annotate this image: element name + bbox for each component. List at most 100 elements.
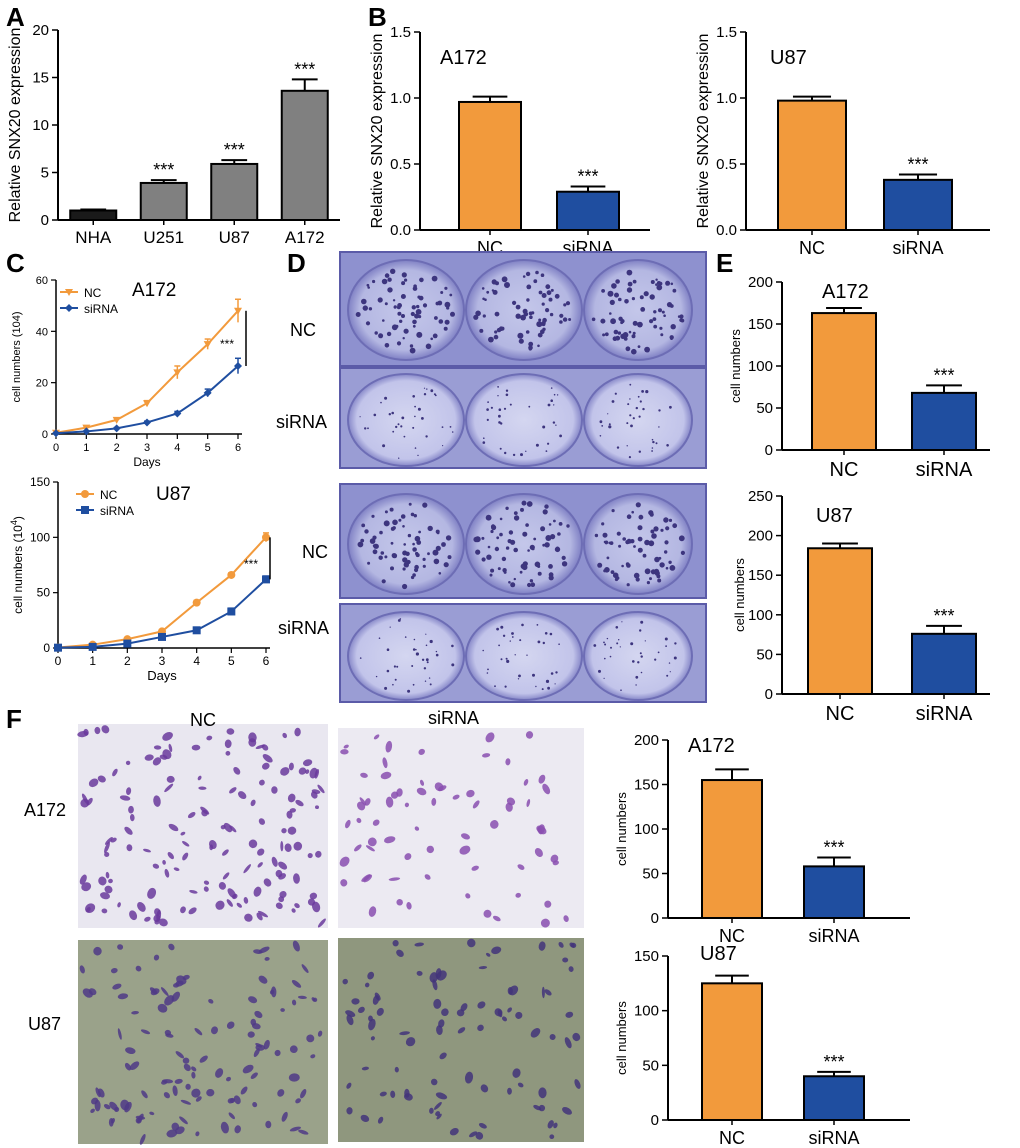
colony-dot (392, 430, 395, 433)
colony-dot (435, 545, 441, 551)
stained-cell (435, 1092, 448, 1100)
stained-cell (77, 731, 89, 738)
colony-dot (418, 530, 421, 534)
stained-cell (460, 1003, 468, 1012)
bar (803, 865, 865, 920)
colony-dot (391, 411, 395, 415)
colony-dot (664, 550, 668, 554)
colony-dot (618, 639, 620, 641)
colony-dot (562, 317, 568, 322)
colony-dot (486, 672, 489, 674)
stained-cell (429, 972, 438, 983)
stained-cell (396, 949, 404, 957)
data-point (234, 307, 242, 315)
y-axis-label: cell numbers (104) (9, 516, 25, 614)
stained-cell (117, 1028, 122, 1040)
stained-cell (135, 1115, 146, 1120)
colony-dot (619, 646, 621, 648)
stained-cell (525, 731, 534, 739)
stained-cell (203, 880, 210, 885)
colony-dot (380, 401, 382, 404)
series-line-nc (55, 310, 239, 434)
stained-cell (131, 1010, 139, 1015)
colony-dot (653, 324, 658, 329)
colony-dot (364, 427, 367, 430)
stained-cell (191, 1066, 197, 1072)
colony-dot (444, 286, 448, 290)
colony-dot (616, 446, 620, 449)
colony-dot (490, 568, 495, 573)
colony-dot (403, 543, 407, 546)
colony-dot (597, 564, 601, 567)
stained-cell (471, 865, 479, 871)
stained-cell (281, 828, 287, 834)
colony-dot (491, 524, 497, 531)
stained-cell (247, 1031, 255, 1038)
colony-dot (548, 297, 553, 302)
colony-dot (663, 314, 666, 318)
stained-cell (117, 944, 124, 950)
colony-dot (413, 514, 417, 518)
stained-cell (248, 996, 258, 1004)
stained-cell (360, 1114, 370, 1122)
stained-cell (236, 902, 242, 908)
legend-label: NC (100, 488, 118, 502)
stained-cell (263, 1039, 270, 1050)
colony-dot (487, 545, 491, 549)
colony-dot (500, 422, 503, 425)
colony-dot (527, 549, 530, 552)
colony-dot (388, 413, 391, 416)
colony-dot (622, 332, 629, 338)
stained-cell (195, 1096, 202, 1102)
colony-dot (632, 279, 637, 284)
stained-cell (530, 1028, 541, 1038)
colony-dot (390, 566, 394, 571)
stained-cell (340, 749, 349, 755)
colony-dot (542, 509, 548, 515)
colony-dot (518, 338, 524, 344)
stained-cell (295, 799, 304, 807)
stained-cell (294, 903, 300, 909)
stained-cell (220, 1121, 229, 1134)
stained-cell (244, 913, 253, 922)
y-tick-label: 150 (634, 948, 659, 965)
stained-cell (472, 800, 480, 809)
data-point (262, 575, 270, 584)
colony-dot (414, 447, 417, 449)
stained-cell (194, 1027, 203, 1036)
colony-dot (626, 514, 632, 519)
colony-dot (504, 282, 510, 288)
stained-cell (112, 768, 118, 777)
stained-cell (507, 1087, 512, 1095)
stained-cell (388, 877, 401, 881)
colony-dot (430, 337, 434, 341)
colony-dot (508, 530, 514, 535)
stained-cell (156, 909, 162, 922)
stained-cell (433, 998, 442, 1009)
stained-cell (357, 1006, 365, 1014)
y-tick-label: 100 (30, 530, 50, 544)
colony-dot (538, 290, 543, 295)
stained-cell (203, 886, 209, 892)
colony-dot (643, 291, 649, 297)
stained-cell (243, 864, 251, 874)
colony-dot (509, 640, 511, 642)
colony-dot (608, 541, 611, 545)
colony-dot (653, 526, 659, 532)
stained-cell (251, 1023, 261, 1030)
stained-cell (346, 1082, 352, 1089)
colony-dot (529, 579, 534, 583)
stained-cell (183, 1063, 191, 1072)
colony-dot (482, 441, 486, 444)
stained-cell (104, 885, 113, 894)
colony-dot (528, 347, 532, 351)
well (465, 493, 583, 595)
colony-dot (513, 515, 520, 521)
bar (777, 99, 847, 231)
stained-cell (340, 879, 348, 887)
stained-cell (255, 744, 265, 750)
stained-cell (351, 998, 360, 1005)
significance-label: *** (907, 155, 928, 175)
stained-cell (248, 738, 257, 747)
colony-dot (669, 565, 676, 571)
